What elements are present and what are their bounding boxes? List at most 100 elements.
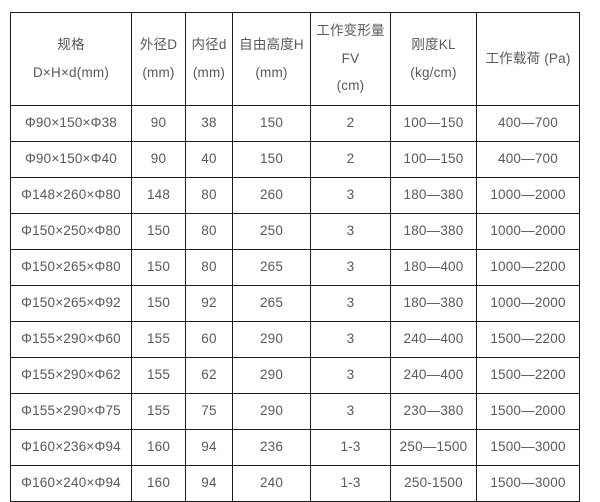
column-header-h-line-1: (mm) (255, 64, 288, 80)
cell-id: 40 (185, 141, 233, 178)
table-row: Φ90×150×Φ40 90 40 150 2 100—150 400—700 (10, 141, 580, 178)
cell-fv: 3 (310, 249, 391, 286)
cell-load: 1500—2200 (476, 357, 580, 394)
cell-id: 62 (185, 357, 233, 394)
cell-load: 1000—2200 (476, 249, 580, 286)
table-row: Φ155×290×Φ75 155 75 290 3 230—380 1500—2000 (10, 393, 580, 430)
cell-od: 155 (131, 393, 186, 430)
cell-spec: Φ150×250×Φ80 (10, 213, 132, 250)
column-header-od-line-0: 外径D (139, 36, 178, 52)
cell-id: 38 (185, 105, 233, 142)
cell-load: 400—700 (476, 105, 580, 142)
column-header-fv-line-2: (cm) (336, 78, 365, 94)
cell-od: 148 (131, 177, 186, 214)
cell-load: 1500—2000 (476, 393, 580, 430)
column-header-fv-line-0: 工作变形量 (316, 22, 385, 38)
cell-kl: 100—150 (390, 105, 477, 142)
cell-od: 90 (131, 141, 186, 178)
table-row: Φ150×265×Φ80 150 80 265 3 180—400 1000—2200 (10, 249, 580, 286)
column-header-fv: 工作变形量 FV (cm) (310, 12, 391, 106)
cell-id: 60 (185, 321, 233, 358)
header-row: 规格 D×H×d(mm) 外径D (mm) 内径d (mm) 自由高度H (mm) 工作变形量 F… (10, 12, 580, 106)
cell-spec: Φ160×236×Φ94 (10, 429, 132, 466)
cell-spec: Φ155×290×Φ60 (10, 321, 132, 358)
cell-od: 150 (131, 249, 186, 286)
column-header-spec-line-1: D×H×d(mm) (32, 64, 110, 80)
table-row: Φ155×290×Φ62 155 62 290 3 240—400 1500—2200 (10, 357, 580, 394)
cell-od: 155 (131, 321, 186, 358)
column-header-h: 自由高度H (mm) (232, 12, 311, 106)
column-header-load-line-0: 工作载荷 (Pa) (485, 50, 571, 66)
cell-spec: Φ155×290×Φ62 (10, 357, 132, 394)
cell-h: 290 (232, 321, 311, 358)
cell-kl: 240—400 (390, 321, 477, 358)
column-header-od-line-1: (mm) (142, 64, 175, 80)
cell-kl: 250—1500 (390, 429, 477, 466)
table-row: Φ150×250×Φ80 150 80 250 3 180—380 1000—2000 (10, 213, 580, 250)
column-header-od: 外径D (mm) (131, 12, 186, 106)
column-header-id: 内径d (mm) (185, 12, 233, 106)
column-header-fv-line-1: FV (341, 50, 360, 66)
column-header-spec: 规格 D×H×d(mm) (10, 12, 132, 106)
table-row: Φ90×150×Φ38 90 38 150 2 100—150 400—700 (10, 105, 580, 142)
cell-id: 80 (185, 177, 233, 214)
cell-id: 80 (185, 213, 233, 250)
cell-id: 92 (185, 285, 233, 322)
column-header-h-line-0: 自由高度H (239, 36, 304, 52)
spring-specification-table: 规格 D×H×d(mm) 外径D (mm) 内径d (mm) 自由高度H (mm) 工作变形量 F… (10, 12, 580, 502)
cell-load: 1000—2000 (476, 285, 580, 322)
cell-id: 94 (185, 429, 233, 466)
cell-fv: 3 (310, 213, 391, 250)
cell-load: 1500—3000 (476, 429, 580, 466)
spec-table-container: 规格 D×H×d(mm) 外径D (mm) 内径d (mm) 自由高度H (mm) 工作变形量 F… (10, 12, 580, 502)
column-header-id-line-1: (mm) (192, 64, 226, 80)
cell-load: 1000—2000 (476, 213, 580, 250)
cell-spec: Φ90×150×Φ40 (10, 141, 132, 178)
cell-spec: Φ155×290×Φ75 (10, 393, 132, 430)
table-row: Φ155×290×Φ60 155 60 290 3 240—400 1500—2200 (10, 321, 580, 358)
cell-load: 1000—2000 (476, 177, 580, 214)
table-body: Φ90×150×Φ38 90 38 150 2 100—150 400—700 Φ90×150… (10, 105, 580, 502)
cell-fv: 3 (310, 285, 391, 322)
column-header-kl: 刚度KL (kg/cm) (390, 12, 477, 106)
cell-h: 290 (232, 357, 311, 394)
table-header: 规格 D×H×d(mm) 外径D (mm) 内径d (mm) 自由高度H (mm) 工作变形量 F… (10, 12, 580, 106)
cell-h: 260 (232, 177, 311, 214)
cell-load: 400—700 (476, 141, 580, 178)
cell-h: 150 (232, 105, 311, 142)
cell-kl: 240—400 (390, 357, 477, 394)
column-header-kl-line-1: (kg/cm) (410, 64, 457, 80)
cell-kl: 230—380 (390, 393, 477, 430)
cell-spec: Φ148×260×Φ80 (10, 177, 132, 214)
cell-od: 160 (131, 429, 186, 466)
cell-fv: 3 (310, 357, 391, 394)
cell-kl: 180—380 (390, 177, 477, 214)
column-header-spec-line-0: 规格 (57, 36, 85, 52)
cell-kl: 100—150 (390, 141, 477, 178)
table-row: Φ160×236×Φ94 160 94 236 1-3 250—1500 1500—3000 (10, 429, 580, 466)
cell-h: 290 (232, 393, 311, 430)
column-header-id-line-0: 内径d (191, 36, 227, 52)
column-header-kl-line-0: 刚度KL (411, 36, 456, 52)
cell-h: 265 (232, 249, 311, 286)
cell-h: 150 (232, 141, 311, 178)
cell-h: 265 (232, 285, 311, 322)
cell-fv: 1-3 (310, 429, 391, 466)
table-row: Φ148×260×Φ80 148 80 260 3 180—380 1000—2000 (10, 177, 580, 214)
cell-fv: 2 (310, 141, 391, 178)
column-header-load: 工作载荷 (Pa) (476, 12, 580, 106)
cell-fv: 3 (310, 321, 391, 358)
cell-fv: 3 (310, 393, 391, 430)
cell-od: 155 (131, 357, 186, 394)
cell-kl: 180—380 (390, 213, 477, 250)
cell-od: 90 (131, 105, 186, 142)
cell-load: 1500—2200 (476, 321, 580, 358)
cell-od: 150 (131, 285, 186, 322)
cell-od: 150 (131, 213, 186, 250)
cell-spec: Φ150×265×Φ92 (10, 285, 132, 322)
cell-id: 80 (185, 249, 233, 286)
cell-spec: Φ150×265×Φ80 (10, 249, 132, 286)
cell-h: 236 (232, 429, 311, 466)
table-row: Φ150×265×Φ92 150 92 265 3 180—380 1000—2000 (10, 285, 580, 322)
cell-fv: 3 (310, 177, 391, 214)
